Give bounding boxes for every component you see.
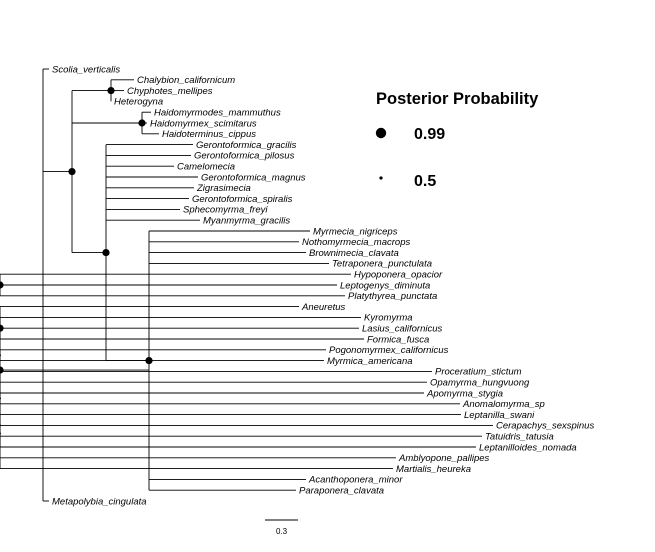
posterior-node-marker: [0, 424, 1, 427]
tip-label: Myrmecia_nigriceps: [313, 226, 398, 237]
tip-label: Amblyopone_pallipes: [398, 453, 490, 464]
tip-label: Acanthoponera_minor: [308, 475, 403, 486]
tip-label: Haidoterminus_cippus: [162, 129, 256, 140]
tip-label: Platythyrea_punctata: [348, 291, 437, 302]
legend-marker-low: [379, 176, 383, 180]
posterior-node-marker: [0, 366, 4, 374]
posterior-node-marker: [0, 324, 4, 332]
tip-label: Hypoponera_opacior: [354, 270, 443, 281]
tip-label: Sphecomyrma_freyi: [183, 205, 268, 216]
tip-label: Gerontoformica_spiralis: [192, 194, 293, 205]
legend-label-low: 0.5: [414, 173, 436, 190]
tip-label: Myrmica_americana: [327, 356, 413, 367]
tip-label: Aneuretus: [301, 302, 346, 313]
tip-label: Tetraponera_punctulata: [332, 259, 432, 270]
tip-label: Formica_fusca: [367, 334, 429, 345]
tip-labels: Scolia_verticalisChalybion_californicumC…: [52, 64, 594, 507]
tip-label: Myanmyrma_gracilis: [203, 216, 290, 227]
posterior-node-marker: [0, 397, 1, 400]
tip-label: Proceratium_stictum: [435, 367, 522, 378]
tip-label: Cerapachys_sexspinus: [496, 421, 594, 432]
tip-label: Scolia_verticalis: [52, 64, 120, 75]
tip-label: Brownimecia_clavata: [309, 248, 399, 259]
tree-node-markers: [0, 87, 153, 435]
tip-label: Leptanilloides_nomada: [479, 442, 577, 453]
tip-label: Opamyrma_hungvuong: [430, 378, 530, 389]
tip-label: Camelomecia: [177, 162, 235, 173]
tip-label: Haidomyrmex_scimitarus: [150, 118, 257, 129]
tip-label: Gerontoformica_gracilis: [196, 140, 297, 151]
tip-label: Pogonomyrmex_californicus: [329, 345, 449, 356]
posterior-node-marker: [145, 357, 153, 365]
tip-label: Metapolybia_cingulata: [52, 496, 147, 507]
tip-label: Nothomyrmecia_macrops: [302, 237, 410, 248]
posterior-node-marker: [0, 281, 4, 289]
tip-label: Gerontoformica_magnus: [201, 172, 306, 183]
tip-label: Heterogyna: [114, 97, 163, 108]
tip-label: Tatuidris_tatusia: [485, 432, 554, 443]
legend: Posterior Probability 0.99 0.5: [375, 90, 539, 190]
posterior-node-marker: [0, 432, 1, 435]
scale-bar-label: 0.3: [276, 527, 288, 536]
tip-label: Lasius_californicus: [362, 324, 443, 335]
posterior-node-marker: [107, 87, 115, 95]
tip-label: Chalybion_californicum: [137, 75, 235, 86]
legend-label-high: 0.99: [414, 126, 445, 143]
scale-bar: 0.3: [265, 519, 298, 536]
tip-label: Apomyrma_stygia: [426, 388, 503, 399]
legend-title: Posterior Probability: [376, 90, 539, 108]
tip-label: Haidomyrmodes_mammuthus: [154, 108, 281, 119]
tip-label: Leptogenys_diminuta: [340, 280, 430, 291]
posterior-node-marker: [102, 249, 110, 257]
legend-marker-high: [375, 127, 387, 139]
tip-label: Gerontoformica_pilosus: [194, 151, 295, 162]
posterior-node-marker: [138, 119, 146, 127]
tip-label: Paraponera_clavata: [299, 486, 384, 497]
tip-label: Martialis_heureka: [396, 464, 471, 475]
tip-label: Leptanilla_swani: [464, 410, 535, 421]
posterior-node-marker: [0, 354, 1, 357]
tip-label: Chyphotes_mellipes: [127, 86, 213, 97]
tip-label: Anomalomyrma_sp: [462, 399, 545, 410]
posterior-node-marker: [68, 168, 76, 176]
tip-label: Zigrasimecia: [196, 183, 251, 194]
tip-label: Kyromyrma: [364, 313, 413, 324]
